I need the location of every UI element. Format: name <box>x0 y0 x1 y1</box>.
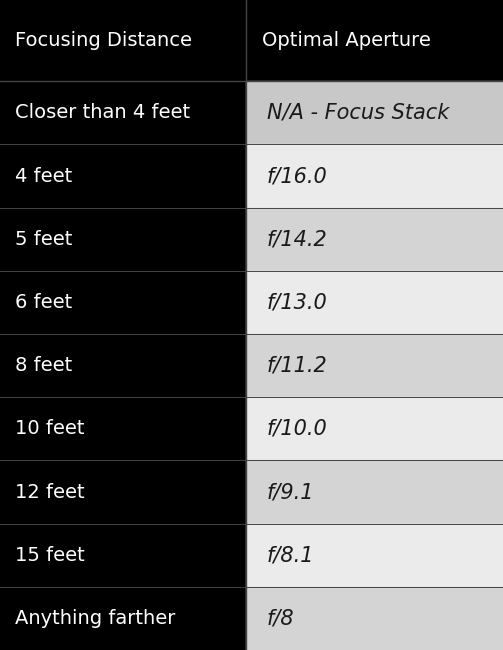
Text: f/10.0: f/10.0 <box>267 419 327 439</box>
Bar <box>0 334 246 397</box>
Bar <box>246 144 503 207</box>
Text: 10 feet: 10 feet <box>15 419 85 438</box>
Text: 5 feet: 5 feet <box>15 229 72 249</box>
Bar <box>246 81 503 144</box>
Bar <box>246 587 503 650</box>
Text: 8 feet: 8 feet <box>15 356 72 375</box>
Bar <box>246 207 503 271</box>
Text: Anything farther: Anything farther <box>15 609 176 628</box>
Text: f/13.0: f/13.0 <box>267 292 327 313</box>
Bar <box>0 0 503 81</box>
Bar <box>0 460 246 524</box>
Text: f/16.0: f/16.0 <box>267 166 327 186</box>
Text: f/14.2: f/14.2 <box>267 229 327 249</box>
Text: 15 feet: 15 feet <box>15 546 85 565</box>
Bar <box>0 587 246 650</box>
Text: f/9.1: f/9.1 <box>267 482 314 502</box>
Bar <box>246 460 503 524</box>
Text: 6 feet: 6 feet <box>15 293 72 312</box>
Bar <box>246 397 503 460</box>
Bar <box>0 524 246 587</box>
Bar <box>0 207 246 271</box>
Text: f/8.1: f/8.1 <box>267 545 314 566</box>
Text: Closer than 4 feet: Closer than 4 feet <box>15 103 190 122</box>
Text: N/A - Focus Stack: N/A - Focus Stack <box>267 103 449 123</box>
Text: 12 feet: 12 feet <box>15 482 85 502</box>
Text: Optimal Aperture: Optimal Aperture <box>262 31 431 50</box>
Bar <box>0 397 246 460</box>
Bar <box>0 81 246 144</box>
Bar <box>0 271 246 334</box>
Text: 4 feet: 4 feet <box>15 166 72 185</box>
Bar <box>246 334 503 397</box>
Bar <box>246 271 503 334</box>
Bar <box>246 524 503 587</box>
Text: f/8: f/8 <box>267 608 294 629</box>
Text: Focusing Distance: Focusing Distance <box>15 31 192 50</box>
Bar <box>0 144 246 207</box>
Text: f/11.2: f/11.2 <box>267 356 327 376</box>
